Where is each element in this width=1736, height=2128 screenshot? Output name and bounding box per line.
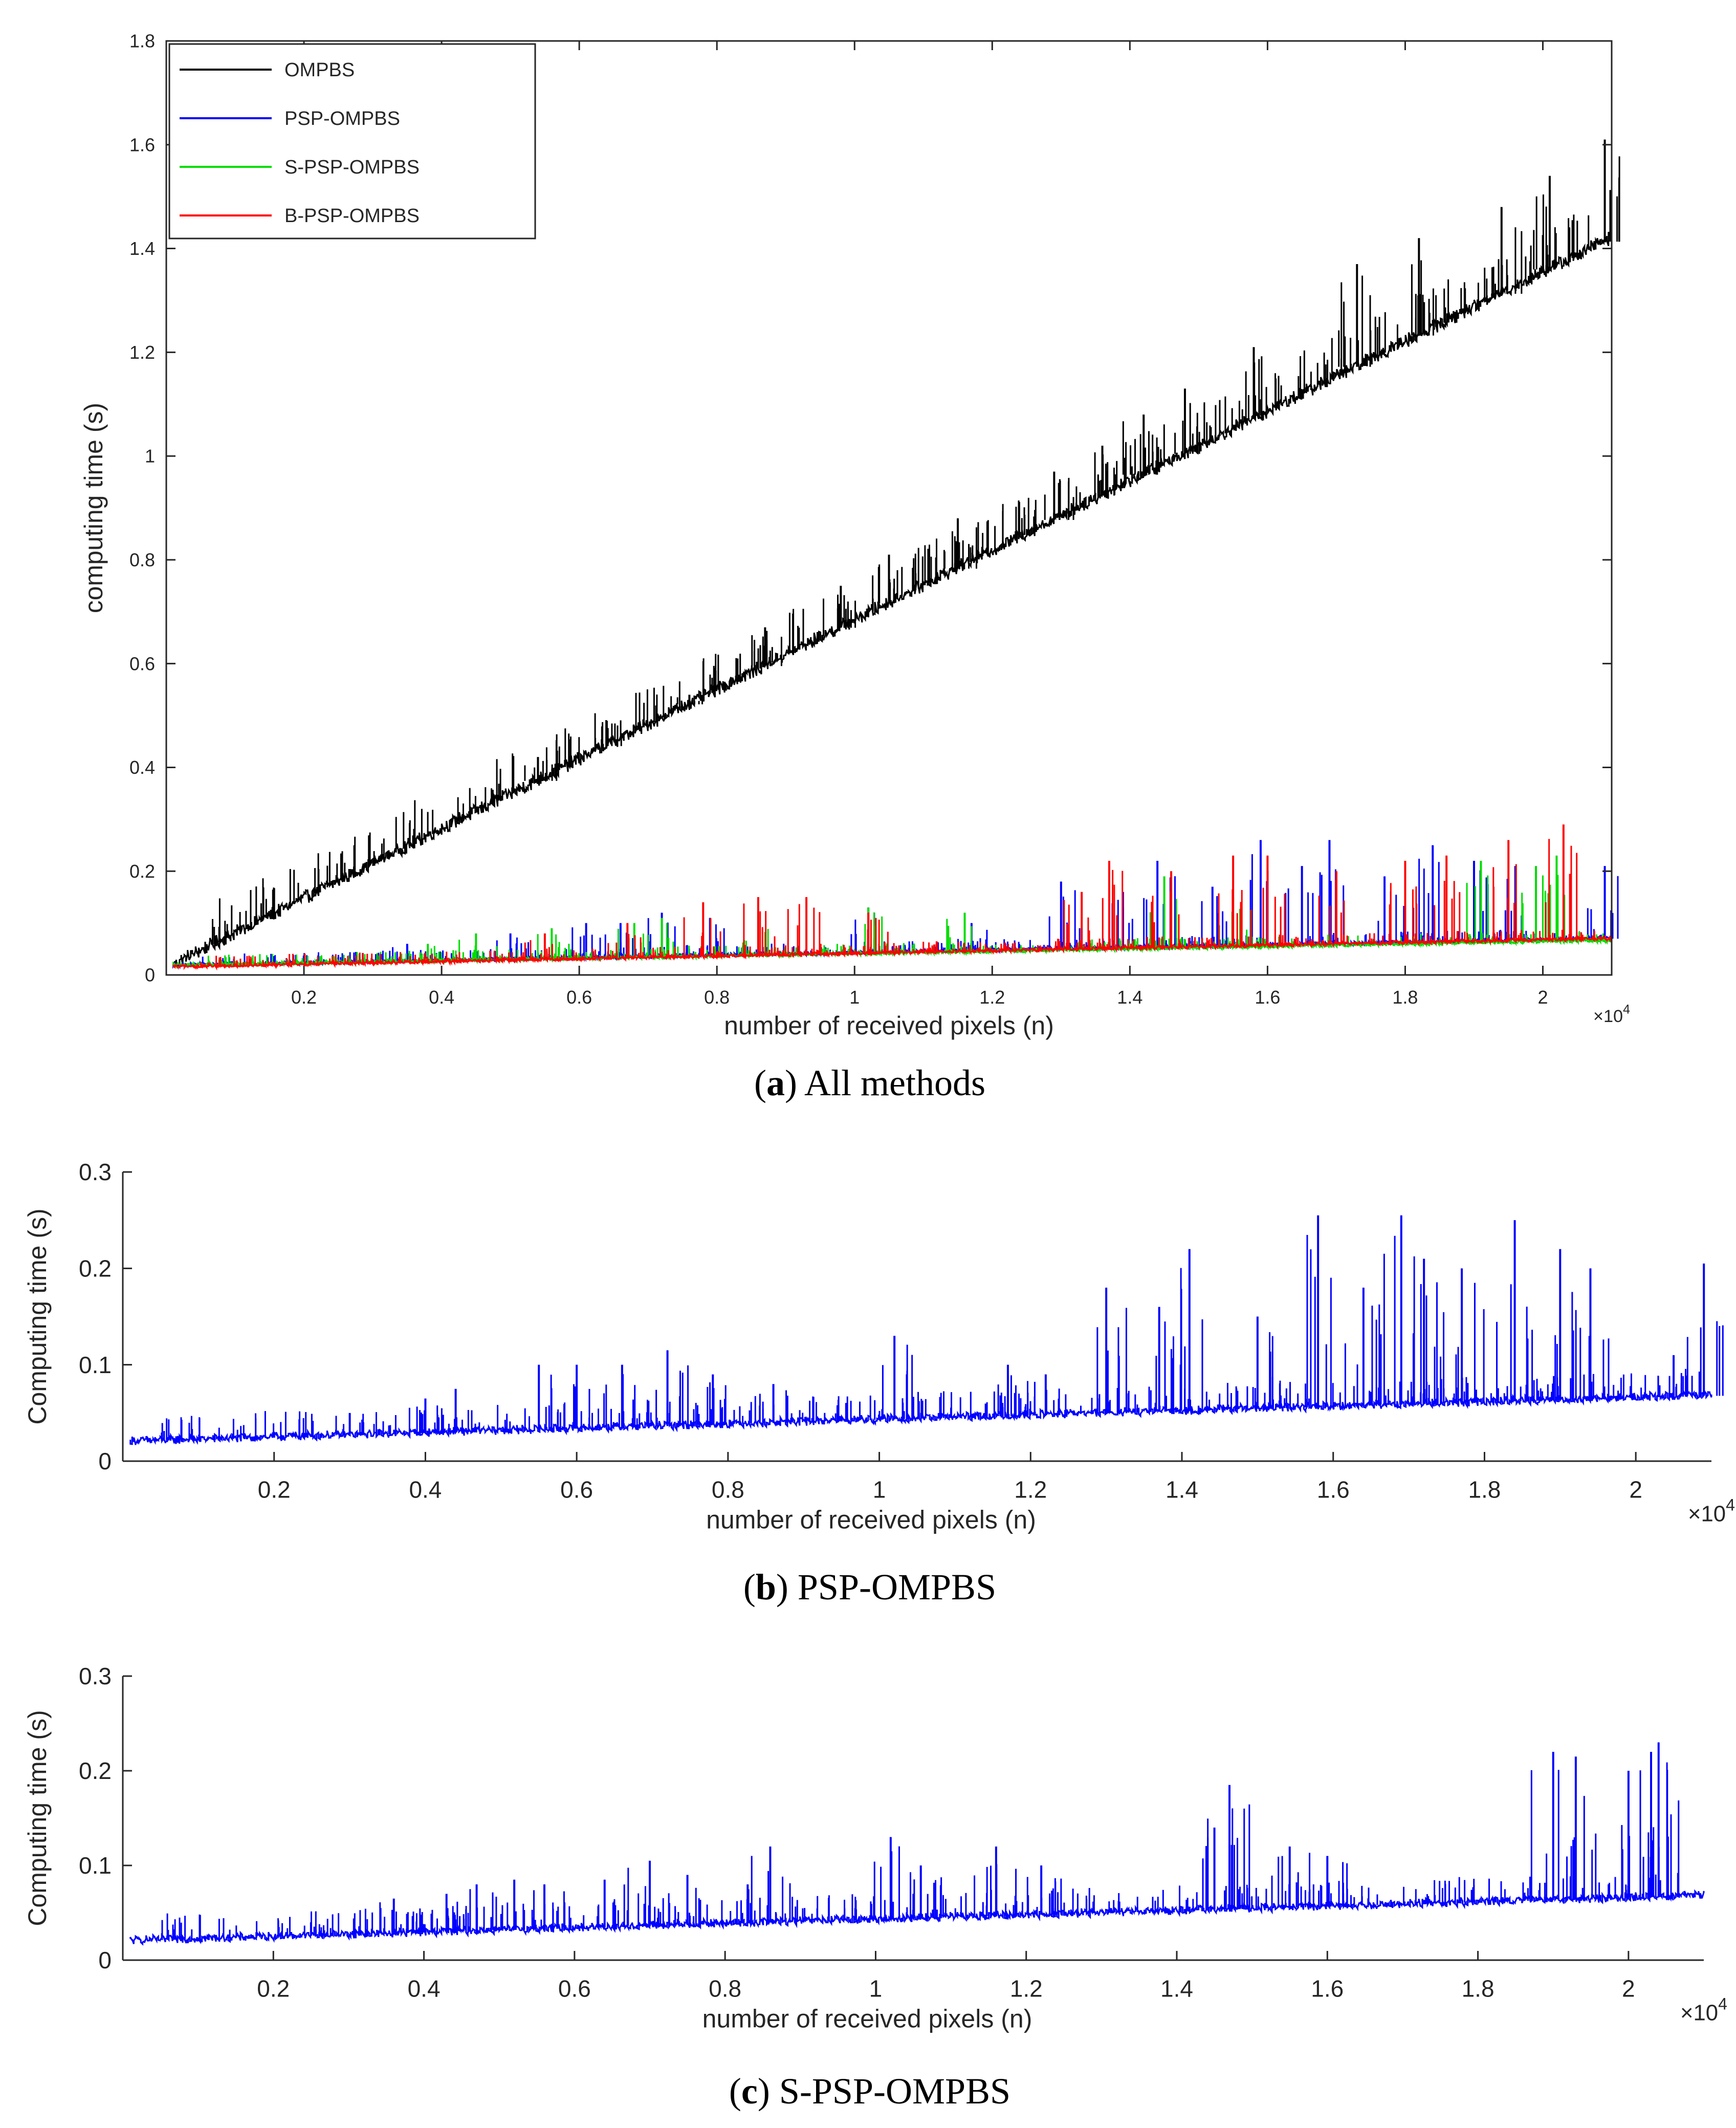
x-tick-label: 1 xyxy=(869,1975,883,2002)
legend-box xyxy=(168,43,536,240)
series-psp-ompbs-trace xyxy=(129,1372,1712,1445)
x-tick-label: 1 xyxy=(849,987,860,1008)
x-tick-label: 1.4 xyxy=(1166,1476,1198,1503)
caption-c: (c) S-PSP-OMPBS xyxy=(729,2071,1010,2112)
x-tick-label: 0.8 xyxy=(709,1975,741,2002)
legend-label-s-psp-ompbs: S-PSP-OMPBS xyxy=(284,157,420,178)
legend-label-ompbs: OMPBS xyxy=(284,59,355,81)
series-b-psp-ompbs-trace xyxy=(172,929,1613,971)
x-tick-label: 1.4 xyxy=(1117,987,1142,1008)
caption-b: (b) PSP-OMPBS xyxy=(743,1567,996,1608)
y-tick-label: 0.1 xyxy=(79,1352,112,1378)
x-tick-label: 0.4 xyxy=(408,1975,441,2002)
x-tick-label: 0.6 xyxy=(566,987,592,1008)
x-tick-label: 1.8 xyxy=(1392,987,1418,1008)
x-tick-label: 1.2 xyxy=(1010,1975,1043,2002)
y-tick-label: 0.3 xyxy=(79,1159,112,1185)
x-axis-multiplier: ×104 xyxy=(1680,1995,1727,2026)
y-tick-label: 0.2 xyxy=(129,861,155,882)
x-tick-label: 0.6 xyxy=(560,1476,593,1503)
y-tick-label: 0.2 xyxy=(79,1757,112,1784)
panel-a-chart: 0 0.2 0.4 0.6 0.8 1 1.2 1.4 1.6 1.8 0.2 0.4 0.6 0.8 1 1… xyxy=(79,31,1630,1040)
plot-area-border xyxy=(165,40,1613,976)
y-tick-label: 1 xyxy=(145,446,155,467)
x-axis-label: number of received pixels (n) xyxy=(706,1505,1036,1534)
x-tick-label: 1.8 xyxy=(1468,1476,1501,1503)
x-tick-label: 0.2 xyxy=(291,987,317,1008)
legend-label-b-psp-ompbs: B-PSP-OMPBS xyxy=(284,205,420,227)
y-tick-label: 1.6 xyxy=(129,134,155,155)
x-tick-label: 0.8 xyxy=(712,1476,744,1503)
x-tick-label: 1.2 xyxy=(1014,1476,1047,1503)
y-tick-label: 0.8 xyxy=(129,549,155,570)
x-axis-multiplier: ×104 xyxy=(1593,1003,1630,1026)
x-tick-label: 1 xyxy=(873,1476,886,1503)
x-axis-label: number of received pixels (n) xyxy=(724,1011,1054,1040)
x-tick-label: 2 xyxy=(1622,1975,1635,2002)
y-tick-label: 0.2 xyxy=(79,1255,112,1282)
y-tick-label: 1.2 xyxy=(129,342,155,363)
x-tick-label: 1.2 xyxy=(979,987,1005,1008)
panel-c-chart: 0 0.1 0.2 0.3 0.2 0.4 0.6 0.8 1 1.2 1.4 1.6 1.8 2 ×104… xyxy=(23,1663,1727,2033)
x-axis-label: number of received pixels (n) xyxy=(702,2004,1032,2033)
x-tick-label: 0.2 xyxy=(258,1476,291,1503)
y-tick-label: 0 xyxy=(98,1448,112,1474)
y-tick-label: 0.4 xyxy=(129,757,155,778)
x-tick-label: 0.6 xyxy=(558,1975,591,2002)
legend-label-psp-ompbs: PSP-OMPBS xyxy=(284,108,400,129)
y-tick-label: 0 xyxy=(98,1947,112,1973)
y-tick-label: 1.4 xyxy=(129,238,155,259)
x-tick-label: 0.4 xyxy=(429,987,454,1008)
x-tick-label: 2 xyxy=(1537,987,1548,1008)
panel-b-chart: 0 0.1 0.2 0.3 0.2 0.4 0.6 0.8 1 1.2 1.4 1.6 1.8 2 ×104… xyxy=(23,1159,1735,1534)
x-tick-label: 1.6 xyxy=(1311,1975,1344,2002)
y-tick-label: 0.3 xyxy=(79,1663,112,1689)
x-tick-label: 0.8 xyxy=(704,987,730,1008)
y-tick-label: 0.1 xyxy=(79,1852,112,1879)
series-s-psp-ompbs-trace xyxy=(129,1873,1705,1946)
caption-a: (a) All methods xyxy=(754,1062,985,1103)
series-ompbs-trace xyxy=(172,214,1613,969)
x-tick-label: 1.6 xyxy=(1255,987,1280,1008)
x-tick-label: 1.4 xyxy=(1160,1975,1193,2002)
y-tick-label: 0 xyxy=(145,965,155,986)
y-tick-label: 0.6 xyxy=(129,653,155,674)
x-tick-label: 0.2 xyxy=(257,1975,290,2002)
x-axis-multiplier: ×104 xyxy=(1688,1496,1735,1527)
y-axis-label: Computing time (s) xyxy=(23,1208,52,1424)
y-axis-label: computing time (s) xyxy=(79,403,108,613)
x-tick-label: 1.6 xyxy=(1317,1476,1350,1503)
y-tick-label: 1.8 xyxy=(129,31,155,52)
y-axis-label: Computing time (s) xyxy=(23,1710,52,1926)
x-tick-label: 2 xyxy=(1629,1476,1642,1503)
x-tick-label: 1.8 xyxy=(1462,1975,1495,2002)
x-tick-label: 0.4 xyxy=(409,1476,442,1503)
